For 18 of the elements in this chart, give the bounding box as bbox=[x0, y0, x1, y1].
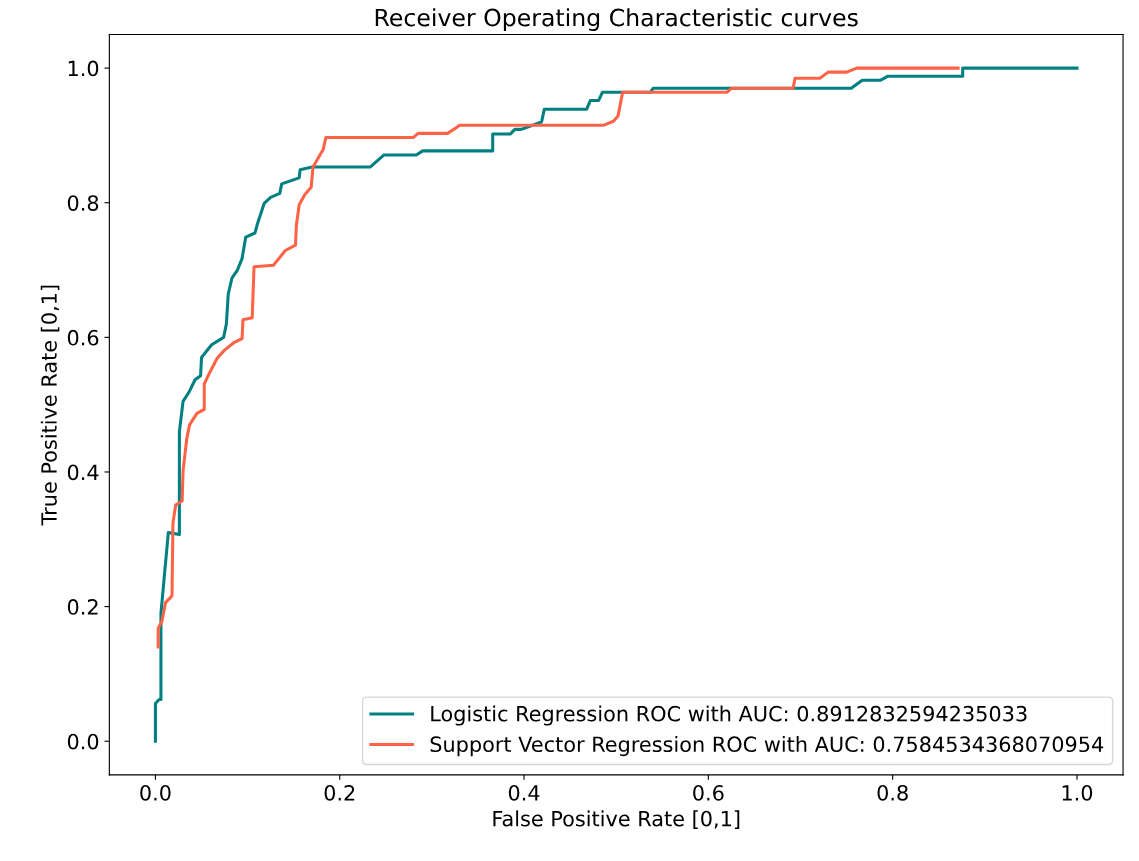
y-axis-title: True Positive Rate [0,1] bbox=[40, 285, 60, 526]
x-tick-label: 1.0 bbox=[1062, 784, 1093, 801]
y-tick-label: 0.6 bbox=[67, 329, 99, 346]
legend-label: Logistic Regression ROC with AUC: 0.8912832594235033 bbox=[431, 705, 1027, 726]
chart-title: Receiver Operating Characteristic curves bbox=[375, 8, 858, 32]
y-tick-label: 1.0 bbox=[68, 60, 99, 77]
x-tick-label: 0.0 bbox=[140, 784, 171, 801]
legend-label: Support Vector Regression ROC with AUC: 0.7584534368070954 bbox=[430, 735, 1104, 757]
y-tick-label: 0.4 bbox=[67, 464, 99, 481]
x-tick-label: 0.8 bbox=[877, 784, 908, 801]
x-tick-label: 0.6 bbox=[693, 784, 724, 801]
y-tick-label: 0.0 bbox=[67, 733, 99, 750]
y-tick-label: 0.2 bbox=[67, 599, 98, 615]
x-axis-title: False Positive Rate [0,1] bbox=[493, 810, 740, 829]
x-tick-label: 0.2 bbox=[324, 784, 355, 801]
y-tick-label: 0.8 bbox=[67, 195, 99, 211]
x-tick-label: 0.4 bbox=[508, 784, 540, 801]
line-series bbox=[156, 66, 960, 649]
